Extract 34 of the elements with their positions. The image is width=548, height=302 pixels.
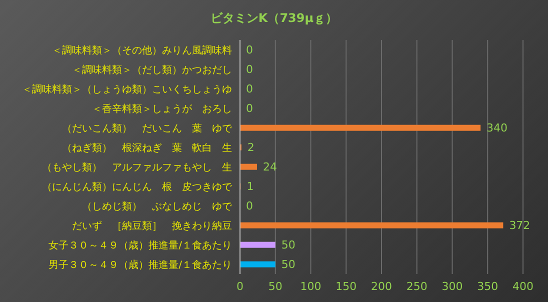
y-tick-label: だいず ［納豆類］ 挽きわり納豆: [72, 220, 232, 232]
y-tick-label: 男子３０～４９（歳）推進量/１食あたり: [48, 258, 232, 271]
data-label: 340: [486, 121, 508, 134]
x-tick-label: 150: [336, 280, 357, 293]
data-label: 372: [509, 218, 530, 232]
x-tick-label: 200: [371, 280, 392, 293]
data-label: 50: [281, 258, 296, 271]
data-label: 0: [246, 43, 253, 56]
data-label: 0: [246, 199, 253, 212]
x-tick-label: 250: [406, 280, 428, 293]
data-label: 2: [247, 140, 254, 154]
chart-title: ビタミンK（739μｇ）: [209, 10, 339, 27]
y-tick-label: （ねぎ類） 根深ねぎ 葉 軟白 生: [62, 142, 232, 154]
y-tick-label: （もやし類） アルファルファもやし 生: [42, 161, 232, 174]
data-label: 0: [246, 102, 253, 115]
x-tick-label: 50: [268, 280, 282, 293]
data-label: 0: [246, 62, 253, 76]
y-tick-label: ＜調味料類＞（だし類）かつおだし: [72, 64, 232, 76]
data-label: 24: [262, 160, 277, 174]
y-tick-label: ＜調味料類＞（しょうゆ類）こいくちしょうゆ: [22, 83, 232, 96]
x-tick-label: 400: [512, 280, 534, 293]
y-tick-label: （しめじ類） ぶなしめじ ゆで: [82, 200, 233, 212]
x-tick-label: 350: [477, 280, 498, 293]
y-tick-label: 女子３０～４９（歳）推進量/１食あたり: [48, 239, 232, 252]
y-tick-label: ＜調味料類＞（その他）みりん風調味料: [52, 44, 232, 56]
y-tick-label: （にんじん類）にんじん 根 皮つきゆで: [42, 180, 233, 193]
data-label: 50: [281, 238, 296, 252]
data-label: 0: [246, 82, 253, 96]
x-tick-label: 300: [442, 280, 463, 293]
y-tick-label: （だいこん類） だいこん 葉 ゆで: [62, 122, 233, 134]
x-tick-label: 100: [300, 280, 322, 293]
x-tick-label: 0: [236, 280, 244, 293]
y-tick-label: ＜香辛料類＞しょうが おろし: [92, 102, 232, 115]
data-label: 1: [246, 180, 254, 193]
